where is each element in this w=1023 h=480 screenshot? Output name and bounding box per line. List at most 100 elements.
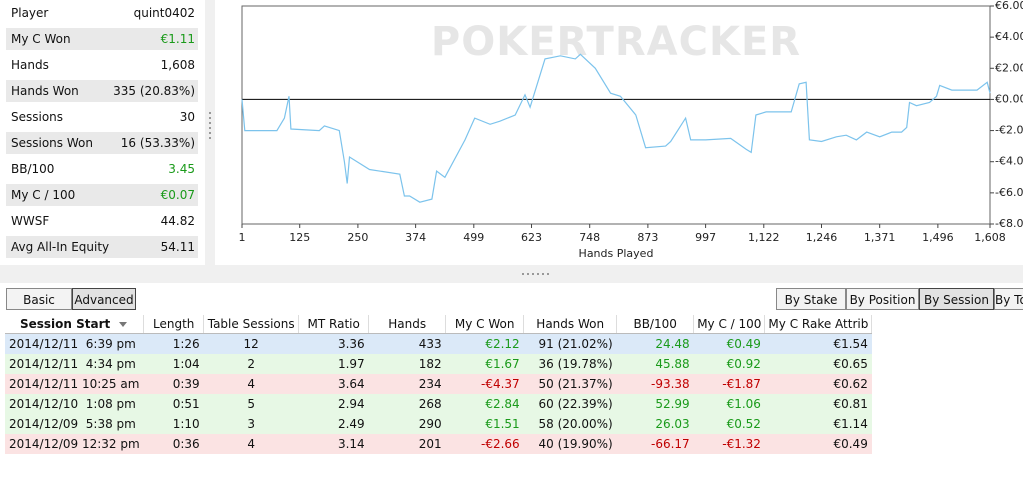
table-cell: 4	[247, 437, 255, 451]
table-row[interactable]: 2014/12/10 1:08 pm 0:51 5 2.94 268 €2.84 60 (2…	[5, 394, 872, 414]
table-cell: 2014/12/10 1:08 pm	[9, 397, 136, 411]
table-cell: 58 (20.00%)	[538, 417, 613, 431]
grouping-tab[interactable]: By Session	[919, 288, 994, 310]
table-cell: €0.49	[726, 337, 761, 351]
stat-row: Player quint0402	[6, 2, 198, 24]
stat-label: Sessions	[11, 110, 64, 124]
table-cell: 26.03	[655, 417, 690, 431]
stat-row: Hands Won 335 (20.83%)	[6, 80, 198, 102]
x-tick-label: 873	[637, 231, 658, 244]
table-cell: 2014/12/09 12:32 pm	[9, 437, 140, 451]
table-cell: 290	[418, 417, 442, 431]
stat-row: BB/100 3.45	[6, 158, 198, 180]
column-header[interactable]: Hands Won	[523, 315, 618, 334]
y-tick-label: €2.00	[995, 61, 1023, 74]
table-row[interactable]: 2014/12/11 4:34 pm 1:04 2 1.97 182 €1.67 36 (1…	[5, 354, 872, 374]
x-tick-label: 623	[521, 231, 542, 244]
stats-panel: Player quint0402 My C Won €1.11 Hands 1,608 Ha…	[0, 0, 205, 265]
session-table: Session Start Length Table Sessions MT Rati…	[5, 315, 873, 454]
header-text: Hands Won	[536, 317, 605, 331]
stat-label: BB/100	[11, 162, 55, 176]
stat-value: 54.11	[160, 240, 195, 254]
view-tab[interactable]: Basic	[6, 288, 72, 310]
table-row[interactable]: 2014/12/11 6:39 pm 1:26 12 3.36 433 €2.12 91 (…	[5, 333, 872, 354]
horizontal-splitter[interactable]	[0, 265, 1023, 283]
grouping-tab[interactable]: By Position	[846, 288, 919, 310]
table-cell: -€4.37	[481, 377, 520, 391]
stat-row: My C / 100 €0.07	[6, 184, 198, 206]
table-cell: 234	[418, 377, 442, 391]
x-tick-label: 374	[405, 231, 426, 244]
x-tick-label: 997	[695, 231, 716, 244]
grouping-tab[interactable]: By Tournament	[994, 288, 1023, 310]
table-row[interactable]: 2014/12/11 10:25 am 0:39 4 3.64 234 -€4.37 50 …	[5, 374, 872, 394]
x-tick-label: 748	[579, 231, 600, 244]
column-header[interactable]: Table Sessions	[203, 315, 300, 334]
column-header[interactable]: My C Won	[445, 315, 525, 334]
table-cell: €0.92	[726, 357, 761, 371]
x-axis-label: Hands Played	[579, 247, 654, 260]
view-tab[interactable]: Advanced	[72, 288, 136, 310]
table-row[interactable]: 2014/12/09 12:32 pm 0:36 4 3.14 201 -€2.66 40 …	[5, 434, 872, 454]
y-tick-label: -€6.00	[995, 186, 1023, 199]
column-header[interactable]: My C / 100	[693, 315, 766, 334]
table-cell: 3.36	[337, 337, 365, 351]
stat-value: 1,608	[160, 58, 195, 72]
column-header[interactable]: Hands	[368, 315, 447, 334]
sort-arrow	[119, 322, 128, 327]
x-tick-label: 499	[463, 231, 484, 244]
table-cell: 268	[418, 397, 442, 411]
table-cell: -66.17	[651, 437, 690, 451]
column-header[interactable]: Session Start	[5, 315, 145, 334]
splitter-grip	[522, 273, 549, 275]
table-cell: 40 (19.90%)	[538, 437, 613, 451]
table-cell: 50 (21.37%)	[538, 377, 613, 391]
table-cell: €1.06	[726, 397, 761, 411]
x-tick-label: 125	[289, 231, 310, 244]
stat-value: 30	[179, 110, 195, 124]
header-text: Session Start	[19, 317, 111, 331]
stat-value: 44.82	[160, 214, 195, 228]
table-row[interactable]: 2014/12/09 5:38 pm 1:10 3 2.49 290 €1.51 58 (2…	[5, 414, 872, 434]
x-tick-label: 1,608	[974, 231, 1006, 244]
stat-row: My C Won €1.11	[6, 28, 198, 50]
stat-label: WWSF	[11, 214, 50, 228]
column-header[interactable]: My C Rake Attrib	[764, 315, 873, 334]
table-cell: 60 (22.39%)	[538, 397, 613, 411]
table-cell: 2014/12/11 10:25 am	[9, 377, 140, 391]
column-header[interactable]: Length	[143, 315, 205, 334]
stat-value: 335 (20.83%)	[113, 84, 195, 98]
plot-frame	[241, 5, 991, 225]
x-tick-label: 1	[239, 231, 246, 244]
table-cell: 45.88	[655, 357, 690, 371]
table-cell: 2014/12/11 4:34 pm	[9, 357, 136, 371]
table-cell: 5	[247, 397, 255, 411]
column-header[interactable]: MT Ratio	[298, 315, 370, 334]
table-cell: 4	[247, 377, 255, 391]
table-cell: 3.14	[337, 437, 365, 451]
x-tick-label: 1,496	[922, 231, 954, 244]
vertical-splitter[interactable]	[205, 0, 215, 265]
table-cell: -€1.32	[722, 437, 761, 451]
header-text: My C Won	[454, 317, 515, 331]
stat-row: Hands 1,608	[6, 54, 198, 76]
header-row: Session Start Length Table Sessions MT Rati…	[5, 315, 873, 334]
y-tick-label: €6.00	[995, 0, 1023, 12]
stat-label: Hands	[11, 58, 49, 72]
y-tick-label: €0.00	[995, 92, 1023, 105]
stat-label: Avg All-In Equity	[11, 240, 110, 254]
stat-row: Sessions 30	[6, 106, 198, 128]
grouping-tab[interactable]: By Stake	[776, 288, 846, 310]
table-cell: 2	[247, 357, 255, 371]
chart: POKERTRACKER €6.00 €4.00 €2.00 €0.00 -€2.00 -€…	[239, 0, 1023, 260]
table-cell: 0:36	[172, 437, 200, 451]
table-cell: 91 (21.02%)	[538, 337, 613, 351]
watermark: POKERTRACKER	[431, 19, 801, 65]
series-line	[241, 53, 991, 203]
stat-label: Sessions Won	[11, 136, 93, 150]
table-cell: 433	[418, 337, 442, 351]
stat-value: 3.45	[168, 162, 195, 176]
table-cell: 3	[247, 417, 255, 431]
column-header[interactable]: BB/100	[616, 315, 695, 334]
stat-row: Sessions Won 16 (53.33%)	[6, 132, 198, 154]
